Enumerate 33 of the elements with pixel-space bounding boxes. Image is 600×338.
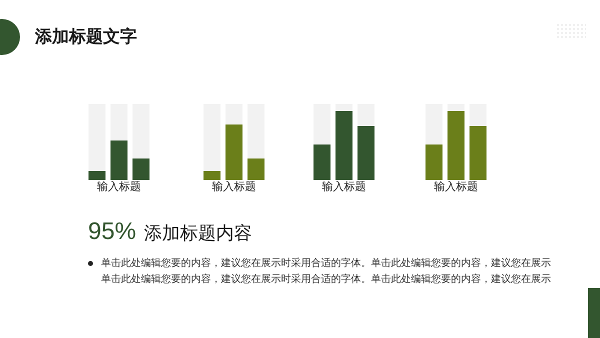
- bar: [132, 158, 150, 180]
- x-axis-title: 输入标题: [97, 180, 141, 194]
- bar: [313, 104, 331, 144]
- bar: [203, 104, 221, 171]
- bar: [225, 124, 243, 180]
- text: 添加标题文字: [35, 26, 137, 48]
- bar: [357, 126, 375, 180]
- text: 单击此处编辑您要的内容，建议您在展示时采用合适的字体。单击此处编辑您要的内容，建议您在展示: [101, 272, 551, 286]
- bar: [247, 158, 265, 180]
- x-axis-title: 输入标题: [322, 180, 366, 194]
- bar: [110, 140, 128, 180]
- bar: [447, 104, 465, 111]
- bar: [88, 170, 106, 180]
- bar: [203, 170, 221, 180]
- bar: [425, 144, 443, 180]
- bar: [469, 126, 487, 180]
- bar: [469, 104, 487, 126]
- text: 95%: [88, 218, 136, 245]
- bar: [247, 104, 265, 159]
- bar: [132, 104, 150, 159]
- x-axis-title: 输入标题: [212, 180, 256, 194]
- bar: [425, 104, 443, 144]
- bar: [335, 104, 353, 111]
- bar: [110, 104, 128, 140]
- bar: [447, 110, 465, 180]
- text: 单击此处编辑您要的内容，建议您在展示时采用合适的字体。单击此处编辑您要的内容，建议您在展示: [101, 256, 551, 270]
- bar: [225, 104, 243, 125]
- bar: [357, 104, 375, 126]
- bar: [313, 144, 331, 180]
- x-axis-title: 输入标题: [434, 180, 478, 194]
- bar: [335, 110, 353, 180]
- text: 添加标题内容: [144, 223, 252, 243]
- bar: [88, 104, 106, 171]
